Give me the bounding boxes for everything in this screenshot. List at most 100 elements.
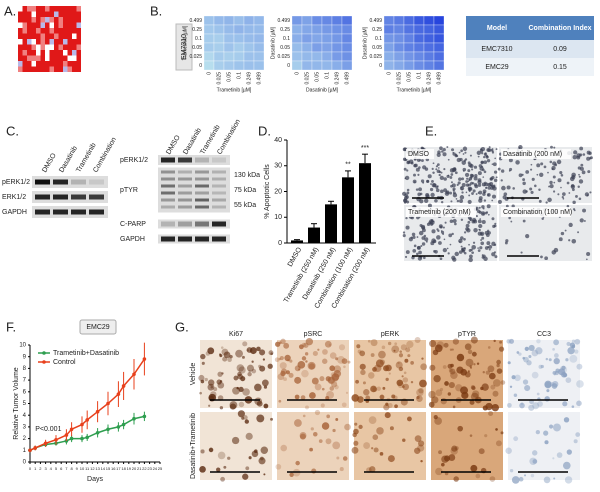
stain — [532, 402, 540, 410]
ihc-column-label: pSRC — [304, 331, 323, 338]
x-tick-label: 7 — [65, 466, 68, 471]
heatmap-cell — [72, 17, 77, 23]
stain — [404, 358, 409, 363]
heatmap-cell — [423, 33, 435, 44]
heatmap-cell — [331, 60, 343, 71]
stain — [576, 363, 583, 370]
cell — [438, 241, 442, 245]
stain — [470, 336, 478, 344]
x-tick-label: 8 — [70, 466, 73, 471]
heatmap-cell — [49, 17, 54, 23]
heatmap-x-tick: 0.05 — [226, 72, 232, 82]
stain — [205, 351, 211, 356]
heatmap-cell — [331, 42, 343, 53]
cell — [463, 247, 466, 250]
stain — [313, 431, 318, 437]
cell — [572, 155, 577, 160]
heatmap-x-label: Trametinib [µM] — [397, 87, 432, 93]
cell — [449, 219, 454, 223]
heatmap-cell — [36, 22, 41, 28]
stain — [428, 390, 436, 399]
heatmap-cell — [18, 61, 23, 67]
cell — [422, 181, 425, 184]
stain — [278, 341, 282, 345]
cell — [488, 146, 491, 149]
stain — [450, 371, 458, 379]
cell — [486, 158, 491, 163]
stain — [576, 380, 584, 388]
heatmap-y-tick: 0.25 — [192, 27, 202, 33]
stain — [301, 342, 307, 348]
cell — [439, 257, 443, 261]
blot-band — [71, 209, 86, 215]
stain — [381, 345, 386, 350]
cell — [553, 181, 556, 184]
stain — [246, 347, 253, 353]
cell — [575, 194, 578, 198]
stain — [363, 442, 371, 449]
heatmap-cell — [58, 55, 63, 61]
cell — [536, 173, 539, 176]
stain — [552, 380, 559, 388]
panel-label: F. — [6, 319, 16, 334]
y-tick-label: 7 — [23, 378, 27, 384]
stain — [201, 361, 205, 365]
stain — [518, 352, 522, 356]
panel-label: B. — [150, 3, 162, 18]
stain — [496, 363, 500, 368]
stain — [373, 447, 379, 453]
bar — [342, 177, 354, 243]
cell — [460, 236, 464, 240]
stain — [227, 357, 232, 363]
cell — [482, 176, 485, 178]
stain — [567, 346, 575, 355]
cell — [488, 248, 491, 251]
stain — [318, 439, 323, 443]
stain — [379, 452, 384, 456]
heatmap-cell — [31, 11, 36, 17]
heatmap-x-label: Trametinib [µM] — [217, 87, 252, 93]
blot-band — [212, 184, 226, 188]
stain — [352, 432, 357, 438]
point — [43, 441, 48, 446]
micrograph-label: DMSO — [408, 151, 430, 158]
stain — [531, 349, 539, 357]
cell — [481, 182, 486, 187]
heatmap-cell — [76, 6, 81, 12]
cell — [454, 251, 459, 257]
cell — [577, 185, 580, 188]
stain — [524, 384, 531, 392]
heatmap-cell — [213, 51, 225, 62]
x-tick-label: 15 — [106, 466, 111, 471]
heatmap-x-tick: 0.025 — [304, 72, 310, 85]
heatmap-cell — [311, 24, 323, 35]
cell — [488, 244, 493, 249]
stain — [421, 357, 424, 360]
heatmap-cell — [76, 39, 81, 45]
stain — [233, 375, 239, 381]
heatmap-y-tick: 0.499 — [189, 18, 202, 24]
stain — [402, 377, 409, 383]
x-tick-label: 21 — [137, 466, 142, 471]
heatmap-cell — [22, 39, 27, 45]
cell — [415, 188, 419, 191]
cell — [505, 204, 509, 208]
cell — [568, 222, 573, 228]
point — [28, 448, 32, 453]
cell — [451, 232, 454, 236]
cell — [404, 255, 408, 258]
cell — [410, 161, 414, 165]
heatmap-cell — [40, 17, 45, 23]
heatmap-cell — [27, 28, 32, 34]
cell — [411, 255, 415, 260]
cell — [473, 228, 478, 233]
stain — [375, 359, 384, 368]
heatmap-cell — [31, 33, 36, 39]
stain — [544, 440, 549, 445]
stain — [496, 368, 503, 374]
cell — [571, 188, 575, 192]
heatmap-cell — [63, 11, 68, 17]
stain — [300, 395, 306, 400]
cell — [486, 241, 491, 246]
stain — [441, 462, 445, 467]
